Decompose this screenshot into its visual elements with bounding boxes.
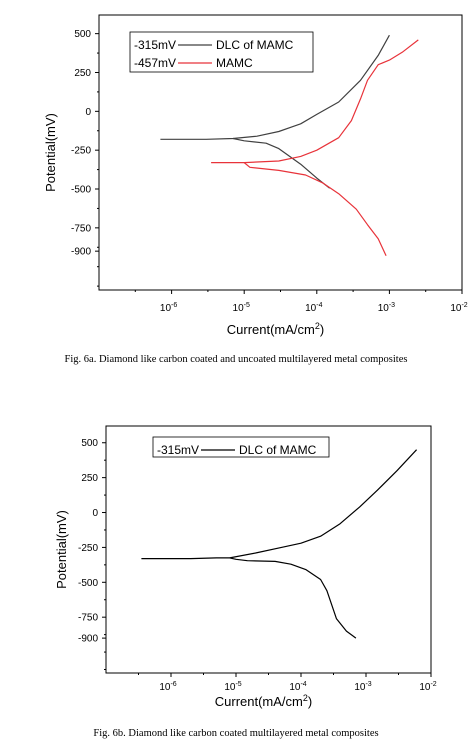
chart-6b: 500 250 0 -250 -500 -750 -900 10-6 10-5 10-4 10-3 1…: [54, 425, 437, 709]
y-tick-label: -500: [78, 578, 98, 589]
y-tick-label: -250: [71, 146, 91, 157]
series-line-cathodic: [243, 162, 387, 257]
x-tick-label: 10-3: [354, 681, 371, 693]
y-tick-label: -900: [78, 634, 98, 645]
y-tick-label: 250: [74, 68, 91, 79]
legend-label: DLC of MAMC: [216, 38, 294, 52]
series-line-anodic: [160, 34, 390, 140]
legend-prefix: -457mV: [134, 56, 176, 70]
series-line-cathodic: [232, 137, 330, 189]
y-axis-label: Potential(mV): [54, 510, 69, 589]
y-tick-label: -750: [71, 223, 91, 234]
series-line-anodic: [211, 39, 419, 164]
legend-box: [129, 31, 314, 73]
x-tick-label: 10-4: [289, 681, 306, 693]
legend-label: DLC of MAMC: [239, 443, 317, 457]
series-line-cathodic: [229, 557, 357, 639]
caption-fig-6b: Fig. 6b. Diamond like carbon coated mult…: [93, 728, 378, 739]
y-tick-label: -250: [78, 543, 98, 554]
x-tick-label: 10-5: [224, 681, 241, 693]
legend-prefix: -315mV: [134, 38, 176, 52]
x-tick-label: 10-6: [159, 681, 176, 693]
x-tick-label: 10-4: [305, 302, 322, 314]
y-tick-label: 250: [81, 473, 98, 484]
x-tick-label: 10-2: [450, 302, 467, 314]
x-axis-label: Current(mA/cm2): [227, 321, 324, 337]
x-tick-label: 10-3: [378, 302, 395, 314]
y-axis-label: Potential(mV): [43, 113, 58, 192]
x-tick-label: 10-5: [233, 302, 250, 314]
x-axis-label: Current(mA/cm2): [215, 693, 312, 709]
y-tick-label: -750: [78, 613, 98, 624]
y-tick-label: -500: [71, 185, 91, 196]
y-tick-label: 0: [92, 508, 98, 519]
x-tick-label: 10-6: [160, 302, 177, 314]
legend-label: MAMC: [216, 56, 253, 70]
plot-frame: [105, 425, 432, 674]
legend-box: [152, 436, 330, 458]
series-line-anodic: [141, 449, 418, 560]
y-tick-label: 0: [85, 107, 91, 118]
x-tick-label: 10-2: [419, 681, 436, 693]
chart-6a: 500 250 0 -250 -500 -750 -900 10-6 10-5 10-4 10-3 1…: [43, 14, 468, 337]
caption-fig-6a: Fig. 6a. Diamond like carbon coated and …: [65, 354, 408, 365]
legend-prefix: -315mV: [157, 443, 199, 457]
y-tick-label: 500: [74, 29, 91, 40]
y-tick-label: -900: [71, 247, 91, 258]
y-tick-label: 500: [81, 438, 98, 449]
